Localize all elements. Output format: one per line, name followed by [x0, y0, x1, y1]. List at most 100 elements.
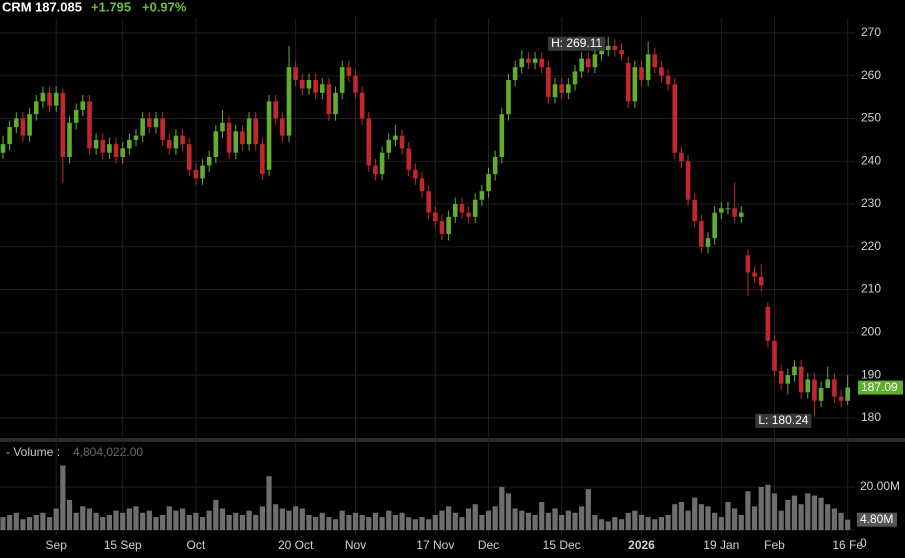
- x-tick-label: 17 Nov: [416, 538, 454, 552]
- candle-body: [439, 221, 445, 234]
- volume-bar: [7, 514, 13, 530]
- volume-bar: [266, 476, 272, 530]
- candle-body: [459, 204, 465, 213]
- y-tick-label: 220: [861, 239, 881, 253]
- volume-bar: [386, 510, 392, 530]
- volume-bar: [579, 506, 585, 530]
- volume-bar: [339, 510, 345, 530]
- change: +1.795: [91, 0, 131, 14]
- candle-body: [27, 114, 32, 136]
- y-tick-label: 260: [861, 68, 881, 82]
- y-tick-label: 0: [860, 536, 867, 550]
- candle-body: [619, 50, 624, 55]
- candle-body: [679, 152, 684, 162]
- volume-bar: [791, 495, 798, 530]
- candle-body: [47, 92, 52, 106]
- change-pct: +0.97%: [142, 0, 187, 14]
- candle-body: [40, 92, 46, 102]
- candle-body: [60, 92, 66, 157]
- volume-bar: [805, 493, 811, 530]
- volume-bar: [605, 521, 611, 530]
- volume-bar: [406, 517, 412, 530]
- candle-body: [366, 118, 372, 166]
- volume-bar: [120, 512, 126, 530]
- volume-bar: [86, 508, 93, 530]
- candle-body: [393, 135, 398, 140]
- volume-bar: [93, 512, 99, 530]
- volume-bar: [113, 510, 119, 530]
- annotation-label: L: 180.24: [758, 413, 808, 427]
- x-tick-label: Nov: [345, 538, 366, 552]
- candle-body: [293, 67, 298, 80]
- volume-bar: [618, 519, 625, 530]
- price: 187.085: [35, 0, 82, 14]
- candle-body: [226, 122, 232, 153]
- volume-bar: [572, 512, 578, 530]
- volume-bar: [293, 506, 299, 530]
- candle-body: [772, 340, 777, 371]
- candle-body: [645, 54, 651, 80]
- volume-bar: [652, 519, 658, 530]
- volume-bar: [153, 517, 159, 530]
- candle-body: [712, 212, 717, 239]
- volume-bar: [179, 508, 186, 530]
- volume-bar: [838, 512, 844, 530]
- candle-body: [20, 118, 26, 136]
- volume-bar: [492, 506, 498, 530]
- volume-bar: [692, 497, 698, 530]
- candle-body: [546, 67, 551, 98]
- candle-body: [685, 161, 691, 200]
- volume-bar: [831, 508, 837, 530]
- volume-bar: [505, 493, 512, 530]
- candle-body: [719, 208, 724, 213]
- volume-bar: [273, 504, 279, 530]
- candle-body: [80, 101, 86, 110]
- candle-body: [812, 379, 817, 401]
- volume-bar: [632, 510, 638, 530]
- volume-bar: [612, 517, 618, 530]
- volume-bar: [146, 510, 152, 530]
- candle-body: [845, 387, 850, 401]
- candle-body: [193, 169, 199, 179]
- candle-body: [599, 50, 604, 55]
- volume-bar: [140, 512, 146, 530]
- candle-body: [699, 221, 704, 247]
- candle-body: [253, 118, 259, 145]
- panel-separator: [0, 438, 905, 442]
- volume-bar: [199, 517, 206, 530]
- candle-body: [832, 379, 837, 397]
- volume-bar: [778, 510, 784, 530]
- candle-body: [466, 212, 471, 217]
- volume-bar: [372, 512, 379, 530]
- x-tick-label: Oct: [187, 538, 206, 552]
- volume-bar: [226, 514, 232, 530]
- volume-bar: [705, 506, 711, 530]
- candle-body: [373, 165, 378, 175]
- candle-body: [339, 67, 345, 93]
- volume-bar: [745, 491, 751, 530]
- volume-bar: [545, 512, 551, 530]
- volume-value: 4,804,022.00: [73, 445, 143, 459]
- volume-bar: [126, 508, 132, 530]
- volume-bar: [532, 514, 538, 530]
- candle-body: [333, 92, 338, 115]
- candle-body: [399, 135, 405, 149]
- candle-body: [273, 101, 278, 119]
- candle-body: [266, 101, 272, 170]
- candle-body: [818, 387, 824, 401]
- candle-body: [33, 101, 39, 115]
- candle-body: [113, 144, 119, 157]
- volume-bar: [712, 512, 718, 530]
- volume-bar: [479, 514, 485, 530]
- candle-body: [479, 191, 485, 200]
- candle-body: [512, 67, 518, 80]
- volume-bar: [346, 514, 352, 530]
- candle-body: [127, 139, 132, 149]
- candle-body: [585, 58, 591, 68]
- volume-bar: [638, 514, 645, 530]
- volume-bar: [685, 510, 691, 530]
- volume-bar: [286, 510, 292, 530]
- candle-body: [13, 118, 19, 128]
- volume-bar: [559, 514, 565, 530]
